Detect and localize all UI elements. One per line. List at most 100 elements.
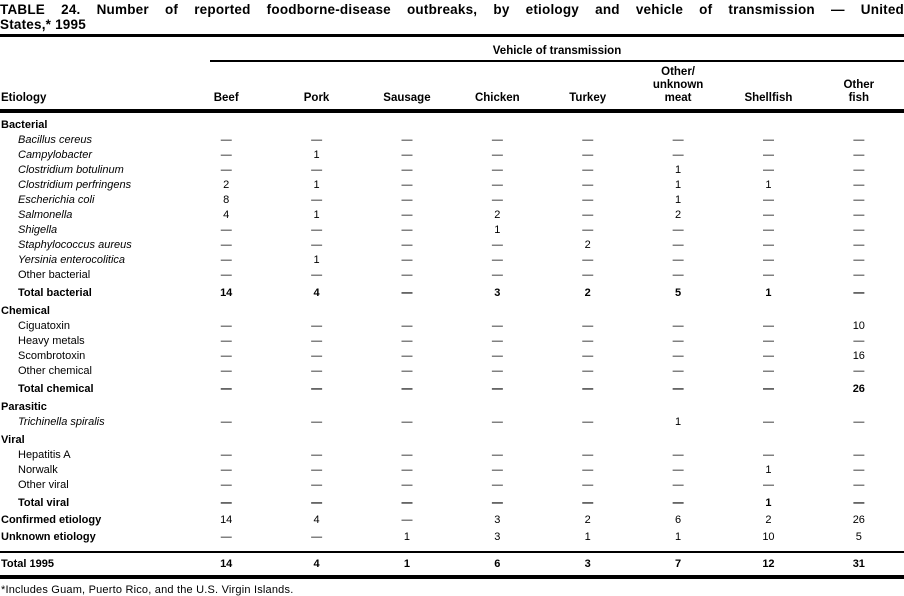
row-label: Other bacterial (18, 269, 91, 281)
cell: 2 (584, 239, 591, 251)
cell: — (401, 350, 413, 362)
table-row-chemical: Chemical (0, 304, 904, 319)
cell: — (491, 479, 503, 491)
cell: — (582, 383, 594, 395)
row-label: Ciguatoxin (18, 320, 70, 332)
cell: — (220, 464, 232, 476)
cell: — (401, 149, 413, 161)
cell: — (220, 383, 232, 395)
table-row-clostridium-botulinum: Clostridium botulinum — — — — — 1 — — (0, 163, 904, 178)
cell: — (311, 350, 323, 362)
cell: 2 (584, 514, 591, 526)
row-label: Total bacterial (18, 287, 92, 299)
cell: — (311, 365, 323, 377)
row-label: Shigella (18, 224, 58, 236)
cell: — (311, 383, 323, 395)
title-rule (0, 34, 904, 37)
cell: — (220, 164, 232, 176)
cell: — (582, 335, 594, 347)
cell: 1 (313, 209, 320, 221)
cell: 26 (852, 383, 865, 395)
cell: — (853, 149, 865, 161)
cell: — (401, 479, 413, 491)
cell: — (853, 224, 865, 236)
cell: — (491, 416, 503, 428)
cell: 10 (762, 531, 775, 543)
column-header-other-fish: Other fish (843, 79, 875, 104)
cell: — (672, 224, 684, 236)
cell: — (401, 514, 413, 526)
cell: — (672, 149, 684, 161)
cell: — (311, 479, 323, 491)
cell: — (582, 134, 594, 146)
cell: — (220, 149, 232, 161)
cell: — (853, 134, 865, 146)
table-row-norwalk: Norwalk — — — — — — 1 — (0, 463, 904, 478)
cell: — (853, 209, 865, 221)
table-row-yersinia-enterocolitica: Yersinia enterocolitica — 1 — — — — — — (0, 253, 904, 268)
cell: — (582, 224, 594, 236)
cell: — (762, 254, 774, 266)
vehicle-of-transmission-spanner: Vehicle of transmission (210, 45, 904, 62)
table-header: Vehicle of transmission Etiology Beef Por… (0, 37, 904, 109)
cell: — (762, 479, 774, 491)
cell: 1 (675, 531, 682, 543)
row-label: Heavy metals (18, 335, 85, 347)
cell: — (401, 209, 413, 221)
cell: — (220, 449, 232, 461)
cell: 1 (494, 224, 501, 236)
cell: 14 (220, 558, 233, 570)
cell: — (853, 164, 865, 176)
cell: — (491, 449, 503, 461)
table-row-salmonella: Salmonella 4 1 — 2 — 2 — — (0, 208, 904, 223)
cell: — (401, 287, 413, 299)
cell: 1 (675, 416, 682, 428)
bottom-rule (0, 575, 904, 579)
cell: — (491, 179, 503, 191)
cell: — (220, 134, 232, 146)
cell: — (582, 254, 594, 266)
cell: 3 (494, 514, 501, 526)
table-title-line-1: TABLE 24. Number of reported foodborne-d… (0, 2, 904, 17)
cell: — (672, 497, 684, 509)
cell: — (491, 320, 503, 332)
cell: — (220, 254, 232, 266)
cell: — (491, 350, 503, 362)
table-row-total-1995: Total 1995 14 4 1 6 3 7 12 31 (0, 553, 904, 575)
column-header-beef: Beef (213, 92, 239, 104)
cell: — (311, 335, 323, 347)
cell: — (582, 449, 594, 461)
cell: 2 (223, 179, 230, 191)
table-row-total-viral: Total viral — — — — — — 1 — (0, 496, 904, 511)
cell: — (401, 194, 413, 206)
table-title: TABLE 24. Number of reported foodborne-d… (0, 0, 904, 32)
cell: 1 (403, 531, 410, 543)
cell: — (401, 383, 413, 395)
table-row-ciguatoxin: Ciguatoxin — — — — — — — 10 (0, 319, 904, 334)
cell: — (762, 239, 774, 251)
cell: — (220, 335, 232, 347)
cell: — (220, 531, 232, 543)
table-row-hepatitis-a: Hepatitis A — — — — — — — — (0, 448, 904, 463)
cell: 4 (313, 287, 320, 299)
cell: — (220, 497, 232, 509)
row-label: Clostridium perfringens (18, 179, 132, 191)
cell: — (762, 320, 774, 332)
row-label: Hepatitis A (18, 449, 71, 461)
cell: — (491, 335, 503, 347)
cell: 12 (762, 558, 775, 570)
row-label: Bacterial (1, 119, 48, 131)
cell: — (491, 464, 503, 476)
cell: — (491, 149, 503, 161)
row-label: Total 1995 (1, 558, 54, 570)
cell: — (582, 194, 594, 206)
table-row-staphylococcus-aureus: Staphylococcus aureus — — — — 2 — — — (0, 238, 904, 253)
vehicle-of-transmission-label: Vehicle of transmission (492, 45, 622, 57)
row-label: Salmonella (18, 209, 73, 221)
cell: — (220, 350, 232, 362)
cell: — (672, 335, 684, 347)
cell: — (672, 365, 684, 377)
cell: 1 (584, 531, 591, 543)
cell: — (401, 449, 413, 461)
cell: — (491, 497, 503, 509)
